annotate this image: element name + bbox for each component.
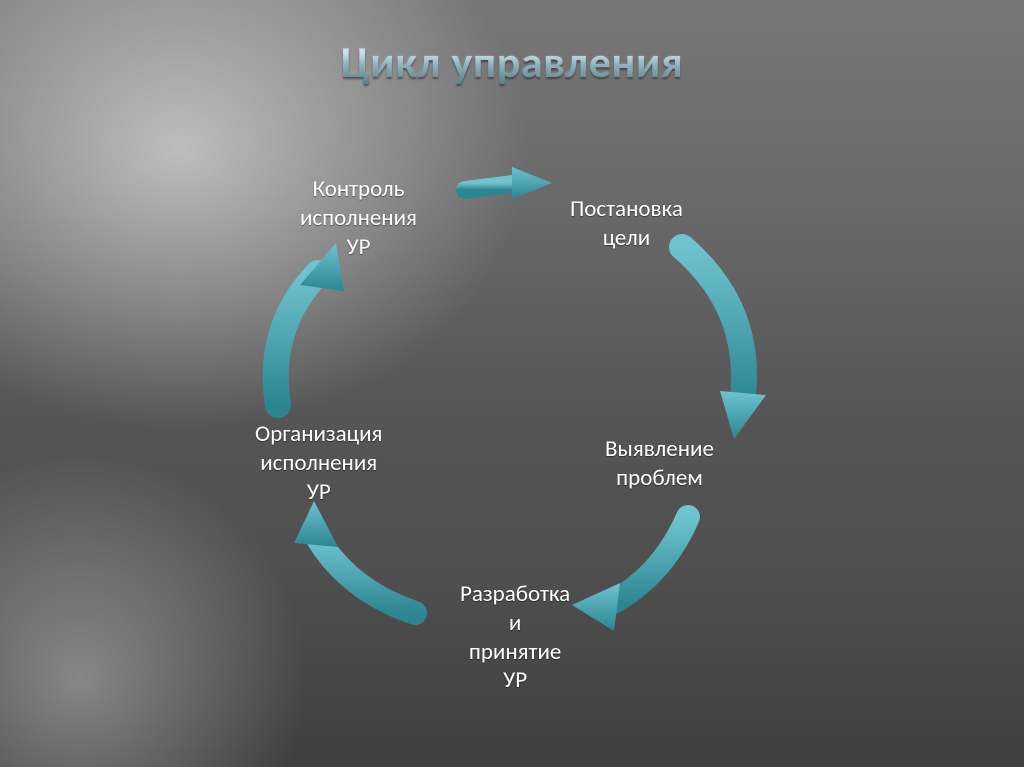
arrow-icon <box>276 243 344 405</box>
cycle-node: Постановка цели <box>570 195 683 253</box>
cycle-diagram: Постановка цели Выявление проблем Разраб… <box>210 135 810 735</box>
arrow-icon <box>294 501 415 613</box>
cycle-node: Разработка и принятие УР <box>460 580 570 695</box>
arrow-icon <box>572 517 688 631</box>
arrow-icon <box>465 167 552 199</box>
cycle-node: Выявление проблем <box>605 435 714 493</box>
cycle-node: Организация исполнения УР <box>255 420 382 506</box>
slide-stage: Цикл управления <box>0 0 1024 767</box>
cycle-node: Контроль исполнения УР <box>300 175 417 261</box>
slide-title: Цикл управления <box>0 35 1024 89</box>
arrow-icon <box>682 247 766 439</box>
